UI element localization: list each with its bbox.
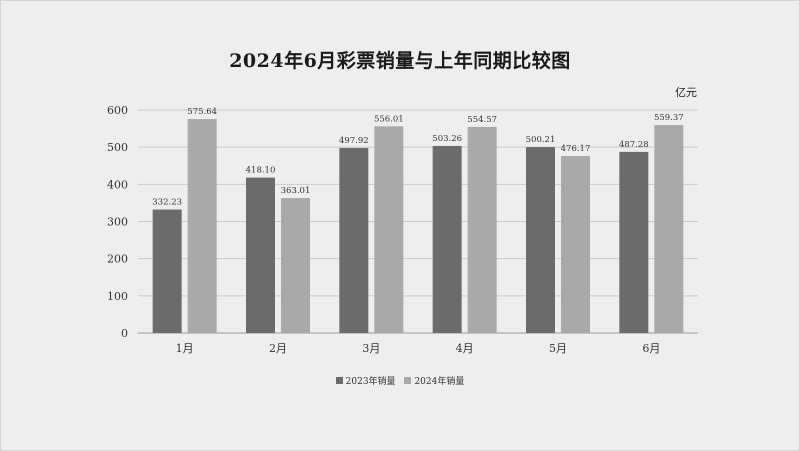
legend-swatch-2024	[404, 377, 412, 384]
data-label: 554.57	[467, 115, 497, 125]
data-label: 487.28	[619, 140, 649, 150]
y-tick-label: 100	[107, 290, 128, 303]
y-tick-label: 300	[107, 216, 128, 229]
y-tick-label: 500	[107, 141, 128, 154]
y-tick-label: 400	[107, 178, 128, 191]
bar-2024	[187, 119, 217, 333]
bar-2024	[654, 125, 684, 333]
chart-title: 2024年6月彩票销量与上年同期比较图	[229, 50, 571, 72]
bar-2024	[561, 156, 590, 333]
y-tick-label: 200	[107, 253, 128, 266]
bar-2023	[619, 151, 649, 333]
bar-2024	[467, 126, 497, 333]
y-tick-label: 0	[121, 327, 128, 340]
data-label: 332.23	[152, 198, 182, 208]
y-unit-label: 亿元	[675, 86, 697, 99]
data-label: 575.64	[187, 107, 217, 117]
legend-swatch-2023	[335, 377, 343, 384]
data-label: 363.01	[281, 186, 311, 196]
data-label: 559.37	[654, 113, 684, 123]
x-tick-label: 2月	[269, 342, 287, 355]
bar-2023	[339, 147, 369, 333]
y-tick-label: 600	[107, 104, 128, 117]
bar-2023	[152, 209, 182, 333]
x-tick-label: 1月	[176, 342, 194, 355]
data-label: 476.17	[561, 144, 591, 154]
data-label: 556.01	[374, 114, 404, 124]
data-label: 503.26	[432, 134, 462, 144]
x-tick-label: 6月	[642, 342, 660, 355]
legend-item-2024: 2024年销量	[404, 374, 464, 387]
legend-label-2024: 2024年销量	[414, 377, 465, 387]
bar-2023	[432, 145, 462, 333]
x-tick-label: 5月	[549, 342, 567, 355]
legend-label-2023: 2023年销量	[345, 377, 396, 387]
data-label: 497.92	[339, 136, 369, 146]
legend-item-2023: 2023年销量	[335, 374, 396, 387]
bar-2024	[374, 126, 404, 334]
x-tick-label: 3月	[362, 342, 380, 355]
bar-2023	[246, 177, 275, 333]
data-label: 418.10	[246, 166, 276, 176]
x-tick-label: 4月	[456, 342, 474, 355]
bar-2023	[526, 147, 555, 333]
data-label: 500.21	[526, 135, 556, 145]
legend: 2023年销量 2024年销量	[0, 374, 800, 387]
bar-2024	[281, 198, 310, 333]
